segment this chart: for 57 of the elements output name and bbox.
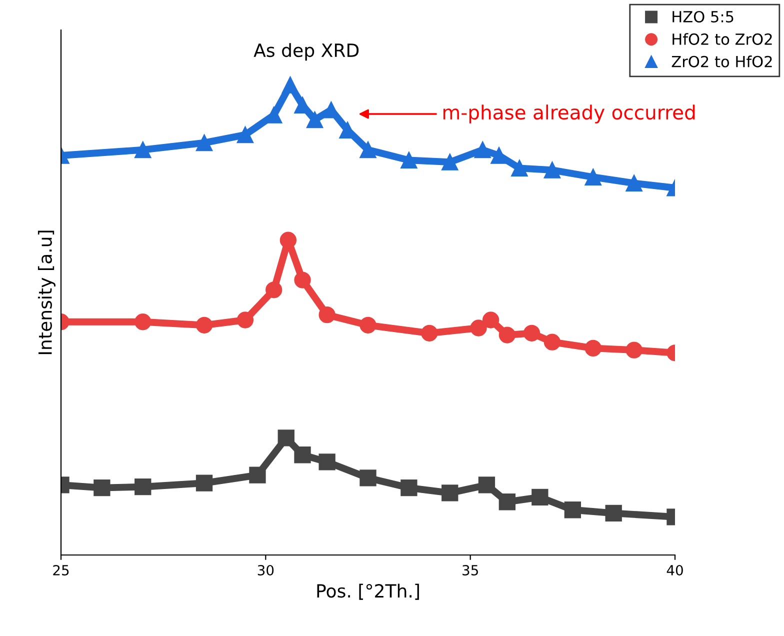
point <box>249 466 266 484</box>
point <box>498 494 516 510</box>
point <box>306 111 324 128</box>
point <box>266 282 282 298</box>
point <box>318 454 336 470</box>
point <box>626 174 642 192</box>
point <box>442 484 458 502</box>
point <box>360 316 376 334</box>
point <box>544 162 561 178</box>
x-tick-label: 40 <box>666 564 683 576</box>
point <box>360 470 376 486</box>
point <box>584 168 602 186</box>
point <box>94 479 110 496</box>
point <box>134 314 152 330</box>
point <box>626 342 642 358</box>
legend-label: ZrO2 to HfO2 <box>672 56 772 68</box>
point <box>196 474 213 492</box>
point <box>498 326 516 344</box>
point <box>134 478 152 496</box>
point <box>236 312 254 328</box>
y-axis-title: Intensity [a.u] <box>38 230 56 354</box>
point <box>470 320 487 336</box>
point <box>605 504 622 522</box>
x-tick-label: 35 <box>462 564 478 576</box>
point <box>236 126 254 144</box>
point <box>294 446 311 464</box>
point <box>196 134 213 152</box>
x-tick-label: 30 <box>258 564 274 576</box>
point <box>318 306 336 324</box>
point <box>400 479 418 496</box>
point <box>421 324 438 342</box>
point <box>196 316 213 334</box>
x-axis-title: Pos. [°2Th.] <box>317 584 419 600</box>
point <box>511 160 528 177</box>
point <box>564 502 581 518</box>
x-tick-label: 25 <box>53 564 69 576</box>
legend-label: HfO2 to ZrO2 <box>672 33 772 45</box>
point <box>282 76 299 94</box>
chart-title: As dep XRD <box>254 43 359 61</box>
point <box>478 476 496 494</box>
point <box>278 430 294 446</box>
point <box>400 152 418 169</box>
point <box>442 154 458 170</box>
point <box>294 272 311 288</box>
point <box>474 142 491 158</box>
point <box>544 334 561 350</box>
point <box>584 340 602 357</box>
point <box>532 488 548 506</box>
point <box>266 106 282 124</box>
point <box>482 312 500 328</box>
point <box>360 142 376 158</box>
legend-label: HZO 5:5 <box>672 10 734 23</box>
point <box>134 142 152 158</box>
annotation: m-phase already occurred <box>443 104 695 124</box>
point <box>523 324 540 342</box>
point <box>490 147 508 164</box>
point <box>280 232 297 248</box>
